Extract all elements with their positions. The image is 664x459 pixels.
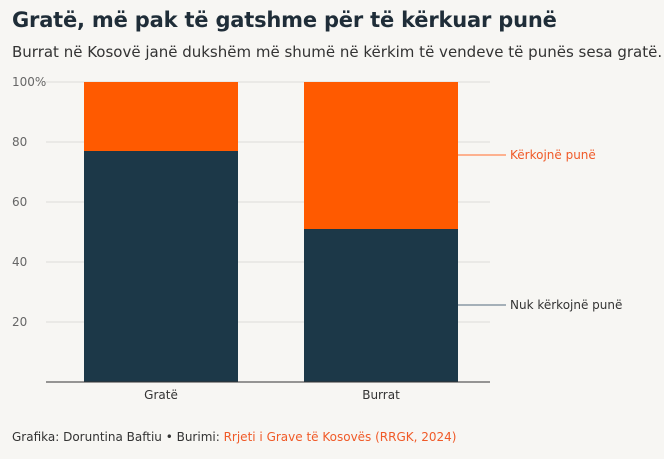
x-tick-label: Burrat <box>362 388 400 402</box>
y-tick-label: 20 <box>12 315 27 329</box>
y-tick-label: 80 <box>12 135 27 149</box>
chart-subtitle: Burrat në Kosovë janë dukshëm më shumë n… <box>12 43 663 61</box>
x-tick-label: Gratë <box>144 388 178 402</box>
source-link[interactable]: Rrjeti i Grave të Kosovës (RRGK, 2024) <box>223 430 457 444</box>
legend-label: Kërkojnë punë <box>510 148 596 162</box>
bar-not-seeking-1 <box>304 229 458 382</box>
credit-text: Grafika: Doruntina Baftiu • Burimi: <box>12 430 224 444</box>
bar-not-seeking-0 <box>84 151 238 382</box>
footer-credit: Grafika: Doruntina Baftiu • Burimi: Rrje… <box>12 430 457 444</box>
y-tick-label: 40 <box>12 255 27 269</box>
y-tick-label: 60 <box>12 195 27 209</box>
y-tick-label: 100% <box>12 75 46 89</box>
bar-seeking-1 <box>304 82 458 229</box>
legend-label: Nuk kërkojnë punë <box>510 298 622 312</box>
chart-title: Gratë, më pak të gatshme për të kërkuar … <box>12 8 557 32</box>
bar-seeking-0 <box>84 82 238 151</box>
